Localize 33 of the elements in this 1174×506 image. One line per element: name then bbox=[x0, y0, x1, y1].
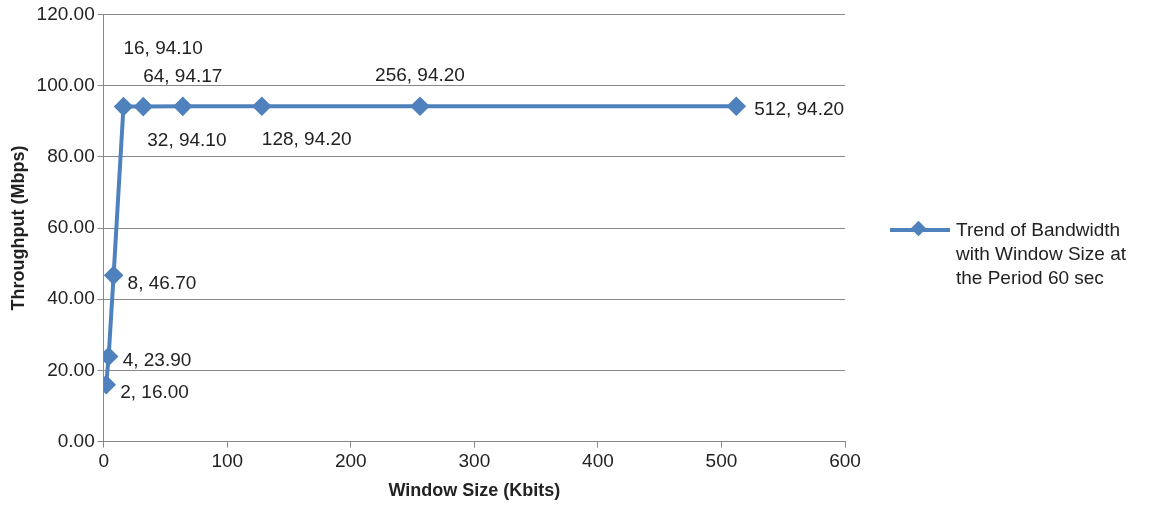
data-label: 128, 94.20 bbox=[261, 128, 352, 150]
point bbox=[252, 97, 271, 116]
y-tick-label: 20.00 bbox=[47, 358, 95, 380]
y-tick-label: 120.00 bbox=[36, 2, 95, 24]
data-label: 512, 94.20 bbox=[754, 98, 845, 120]
y-tick-label: 60.00 bbox=[47, 216, 95, 238]
data-label: 4, 23.90 bbox=[122, 348, 192, 370]
point bbox=[173, 97, 192, 116]
x-axis-title: Window Size (Kbits) bbox=[388, 480, 561, 501]
y-axis-title: Throughput (Mbps) bbox=[7, 145, 28, 311]
y-tick-label: 40.00 bbox=[47, 287, 95, 309]
x-tick-label: 100 bbox=[211, 450, 244, 472]
data-label: 8, 46.70 bbox=[127, 271, 197, 293]
y-tick-label: 80.00 bbox=[47, 145, 95, 167]
point bbox=[727, 97, 746, 116]
x-tick-label: 0 bbox=[98, 450, 109, 472]
y-tick-label: 100.00 bbox=[36, 73, 95, 95]
x-tick-label: 600 bbox=[829, 450, 861, 472]
data-label: 256, 94.20 bbox=[375, 64, 465, 86]
point bbox=[134, 97, 153, 116]
point bbox=[104, 266, 123, 285]
data-label: 16, 94.10 bbox=[123, 36, 203, 58]
x-tick-label: 400 bbox=[582, 450, 614, 472]
x-tick-label: 300 bbox=[458, 450, 491, 472]
x-tick-label: 200 bbox=[334, 450, 367, 472]
legend-label: Trend of Bandwidth with Window Size at the Period 60 sec bbox=[956, 218, 1127, 290]
x-tick-label: 500 bbox=[705, 450, 738, 472]
point bbox=[411, 97, 429, 116]
data-label: 64, 94.17 bbox=[143, 64, 223, 86]
point bbox=[114, 97, 133, 116]
data-label: 32, 94.10 bbox=[147, 128, 227, 150]
y-tick-label: 0.00 bbox=[57, 429, 95, 451]
data-label: 2, 16.00 bbox=[120, 380, 189, 402]
